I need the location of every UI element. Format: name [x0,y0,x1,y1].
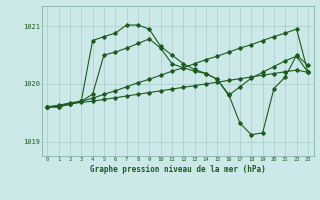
X-axis label: Graphe pression niveau de la mer (hPa): Graphe pression niveau de la mer (hPa) [90,165,266,174]
